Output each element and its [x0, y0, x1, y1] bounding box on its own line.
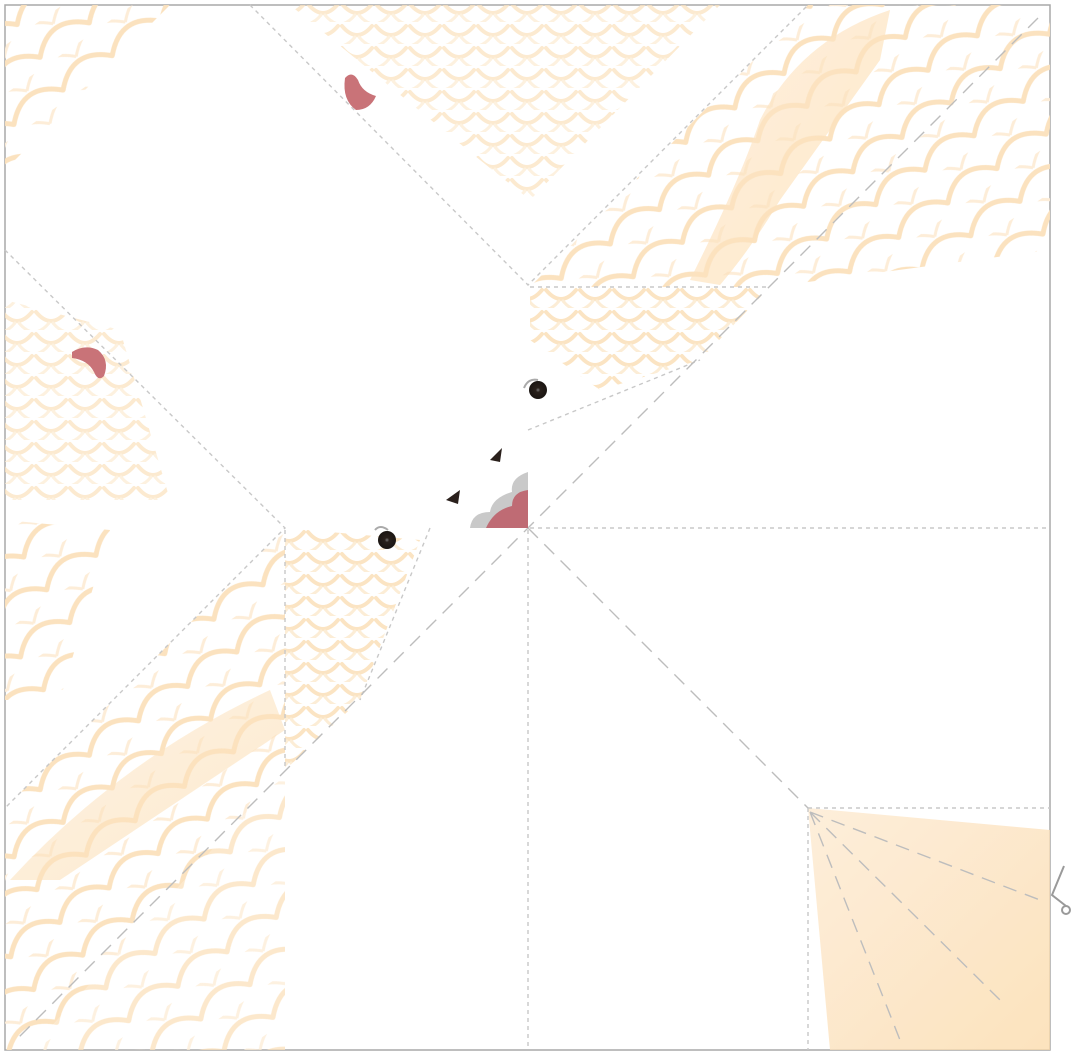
fold-lines — [4, 4, 1050, 1050]
scissors-icon — [1050, 865, 1071, 915]
feather-textures — [5, 5, 1050, 1050]
face — [72, 74, 547, 549]
